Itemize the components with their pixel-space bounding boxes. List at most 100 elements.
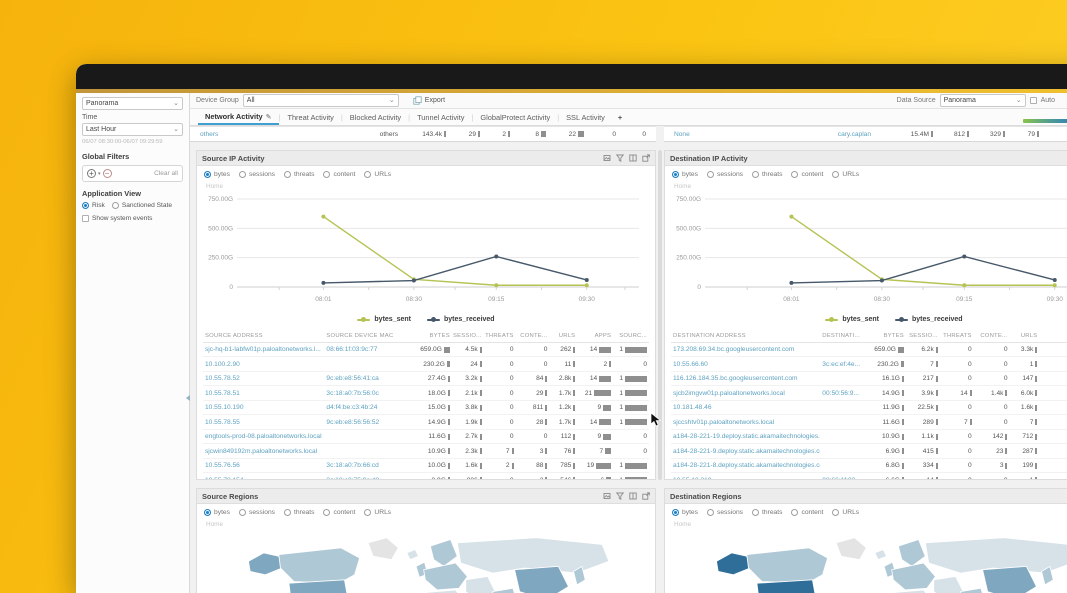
address-link[interactable]: 10.100.2.90 <box>205 360 240 368</box>
column-header[interactable]: SESSIO... <box>453 332 482 339</box>
table-row[interactable]: 173.208.69.34.bc.googleusercontent.com 65… <box>671 343 1067 357</box>
mac-link[interactable]: 00:50:56:9... <box>822 389 859 397</box>
address-link[interactable]: 10.55.66.60 <box>673 360 708 368</box>
column-header[interactable]: APPS <box>594 332 612 339</box>
column-header[interactable]: BYTES <box>429 332 450 339</box>
address-link[interactable]: sjcb2imgvw01p.paloaltonetworks.local <box>673 389 785 397</box>
image-export-icon[interactable] <box>603 154 611 162</box>
context-select[interactable]: Panorama ⌄ <box>82 97 183 110</box>
show-system-events-checkbox[interactable]: Show system events <box>82 215 152 222</box>
table-row[interactable]: sjccshtv01p.paloaltonetworks.local 11.6G 2… <box>671 415 1067 430</box>
address-link[interactable]: 10.55.78.52 <box>205 375 240 382</box>
open-in-new-icon[interactable] <box>642 492 650 500</box>
address-link[interactable]: a184-28-221-9.deploy.static.akamaitechno… <box>673 447 821 455</box>
tab-threat-activity[interactable]: Threat Activity <box>287 113 334 122</box>
column-header[interactable]: APPS <box>1039 329 1067 342</box>
column-header[interactable]: THREATS <box>485 332 514 339</box>
mac-link[interactable]: 9c:eb:e8:56:41:ca <box>326 375 379 382</box>
sanctioned-state-radio[interactable]: Sanctioned State <box>111 202 172 209</box>
column-header[interactable]: THREATS <box>943 332 972 339</box>
column-header[interactable]: DESTINATION ADDRESS <box>673 332 746 339</box>
tab-tunnel-activity[interactable]: Tunnel Activity <box>417 113 465 122</box>
column-header[interactable]: BYTES <box>883 332 904 339</box>
address-link[interactable]: 173.208.69.34.bc.googleusercontent.com <box>673 346 795 353</box>
mac-link[interactable]: 3c:18:a0:7b:56:0c <box>326 389 379 397</box>
peek-link[interactable]: cary.caplan <box>837 130 871 138</box>
tab-globalprotect-activity[interactable]: GlobalProtect Activity <box>480 113 551 122</box>
sidebar-collapse-arrow[interactable] <box>186 395 190 401</box>
table-row[interactable]: sjcb2imgvw01p.paloaltonetworks.local 00:5… <box>671 386 1067 401</box>
radio-sessions[interactable]: sessions <box>706 509 743 516</box>
radio-bytes[interactable]: bytes <box>672 509 698 516</box>
radio-bytes[interactable]: bytes <box>672 171 698 178</box>
tab-ssl-activity[interactable]: SSL Activity <box>566 113 605 122</box>
tab-blocked-activity[interactable]: Blocked Activity <box>349 113 402 122</box>
address-link[interactable]: 116.126.184.35.bc.googleusercontent.com <box>673 375 798 382</box>
peek-link[interactable]: others <box>200 130 219 138</box>
mac-link[interactable]: 9c:eb:e8:56:56:52 <box>326 418 380 426</box>
mac-link[interactable]: 08:66:1f:03:9c:77 <box>326 346 378 353</box>
table-row[interactable]: a184-28-221-8.deploy.static.akamaitechno… <box>671 459 1067 473</box>
address-link[interactable]: 10.55.78.51 <box>205 389 240 397</box>
address-link[interactable]: engtools-prod-08.paloaltonetworks.local <box>205 433 322 440</box>
radio-bytes[interactable]: bytes <box>204 509 230 516</box>
table-row[interactable]: a184-28-221-9.deploy.static.akamaitechno… <box>671 444 1067 459</box>
mac-link[interactable]: 08:66:1f:03... <box>822 476 861 480</box>
radio-content[interactable]: content <box>791 171 823 178</box>
radio-sessions[interactable]: sessions <box>238 171 275 178</box>
add-filter-icon[interactable]: + <box>87 169 96 178</box>
table-row[interactable]: a184-28-221-19.deploy.static.akamaitechn… <box>671 430 1067 444</box>
table-row[interactable]: 10.55.76.56 3c:18:a0:7b:66:cd 10.0G 1.6k 2 88… <box>203 459 649 473</box>
tab-network-activity[interactable]: Network Activity ✎ <box>198 109 279 125</box>
address-link[interactable]: 10.55.10.190 <box>205 404 244 411</box>
radio-content[interactable]: content <box>323 509 355 516</box>
column-header[interactable]: CONTE... <box>520 332 548 339</box>
radio-threats[interactable]: threats <box>284 171 314 178</box>
address-link[interactable]: 10.55.78.154 <box>205 476 244 480</box>
scrollbar[interactable] <box>658 150 662 480</box>
device-group-select[interactable]: All ⌄ <box>242 94 399 107</box>
edit-icon[interactable]: ✎ <box>265 113 272 121</box>
chevron-down-icon[interactable]: ▾ <box>98 170 101 177</box>
address-link[interactable]: 10.181.48.46 <box>673 404 712 411</box>
mac-link[interactable]: d4:f4:be:c3:4b:24 <box>326 404 378 411</box>
address-link[interactable]: sjcwin849192m.paloaltonetworks.local <box>205 447 318 455</box>
radio-urls[interactable]: URLs <box>832 171 859 178</box>
table-row[interactable]: 10.55.10.190 d4:f4:be:c3:4b:24 15.0G 3.8k 0 8… <box>203 401 649 415</box>
peek-link[interactable]: None <box>674 130 690 138</box>
radio-threats[interactable]: threats <box>284 509 314 516</box>
radio-content[interactable]: content <box>323 171 355 178</box>
image-export-icon[interactable] <box>603 492 611 500</box>
address-link[interactable]: 10.55.10.219 <box>673 476 712 480</box>
mac-link[interactable]: 3c:18:a0:7b:66:cd <box>326 462 379 469</box>
table-peek-row-left[interactable]: others others 143.4k 29 2 8 22 0 0 <box>190 126 656 142</box>
address-link[interactable]: a184-28-221-8.deploy.static.akamaitechno… <box>673 462 821 469</box>
table-row[interactable]: 10.55.78.52 9c:eb:e8:56:41:ca 27.4G 3.2k 0 84… <box>203 372 649 386</box>
export-button[interactable]: Export <box>413 96 445 105</box>
column-header[interactable]: SOURC... <box>619 332 647 339</box>
table-row[interactable]: engtools-prod-08.paloaltonetworks.local 1… <box>203 430 649 444</box>
table-row[interactable]: 116.126.184.35.bc.googleusercontent.com 1… <box>671 372 1067 386</box>
address-link[interactable]: a184-28-221-19.deploy.static.akamaitechn… <box>673 433 821 440</box>
column-header[interactable]: SESSIO... <box>909 332 938 339</box>
radio-urls[interactable]: URLs <box>832 509 859 516</box>
address-link[interactable]: 10.55.78.55 <box>205 418 240 426</box>
filter-icon[interactable] <box>616 154 624 162</box>
address-link[interactable]: sjccshtv01p.paloaltonetworks.local <box>673 418 775 426</box>
radio-bytes[interactable]: bytes <box>204 171 230 178</box>
open-in-new-icon[interactable] <box>642 154 650 162</box>
clear-all-link[interactable]: Clear all <box>154 170 178 177</box>
table-row[interactable]: 10.55.78.154 3c:18:a0:75:9a:d8 8.9G 806 0 2 54… <box>203 473 649 480</box>
remove-filter-icon[interactable]: − <box>102 169 112 178</box>
time-select[interactable]: Last Hour ⌄ <box>82 123 183 136</box>
data-source-select[interactable]: Panorama ⌄ <box>939 94 1026 107</box>
radio-sessions[interactable]: sessions <box>706 171 743 178</box>
radio-content[interactable]: content <box>791 509 823 516</box>
address-link[interactable]: 10.55.76.56 <box>205 462 240 469</box>
table-row[interactable]: 10.100.2.90 230.2G 24 0 0 11 2 0 <box>203 357 649 372</box>
radio-urls[interactable]: URLs <box>364 509 391 516</box>
